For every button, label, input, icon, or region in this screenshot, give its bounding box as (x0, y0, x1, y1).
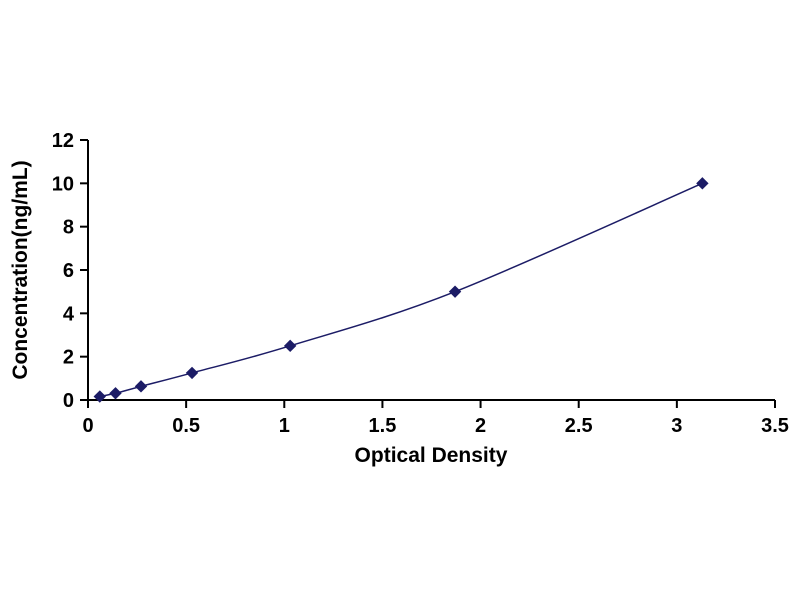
data-point-marker (448, 285, 462, 298)
data-point-marker (185, 366, 199, 380)
data-point-marker (109, 387, 122, 400)
x-tick-label: 2 (475, 415, 486, 437)
y-tick-label: 4 (63, 303, 75, 325)
data-point-marker (134, 380, 148, 393)
y-tick-label: 10 (52, 173, 74, 195)
curve-line (99, 182, 703, 398)
x-tick-label: 1.5 (369, 415, 397, 437)
data-point-marker (696, 177, 709, 190)
x-tick-label: 0.5 (172, 415, 200, 437)
x-tick-label: 3 (671, 415, 682, 437)
y-tick-label: 6 (63, 260, 74, 282)
y-tick-label: 8 (63, 217, 74, 239)
x-tick-label: 3.5 (761, 415, 789, 437)
y-tick-label: 0 (63, 390, 74, 412)
y-tick-label: 2 (63, 347, 74, 369)
y-axis-title: Concentration(ng/mL) (9, 160, 32, 379)
data-point-marker (283, 339, 297, 353)
y-tick-label: 12 (52, 130, 74, 152)
x-tick-label: 1 (279, 415, 290, 437)
data-point-marker (93, 390, 106, 403)
x-tick-label: 2.5 (565, 415, 593, 437)
x-axis-title: Optical Density (355, 444, 508, 467)
x-tick-label: 0 (82, 415, 93, 437)
